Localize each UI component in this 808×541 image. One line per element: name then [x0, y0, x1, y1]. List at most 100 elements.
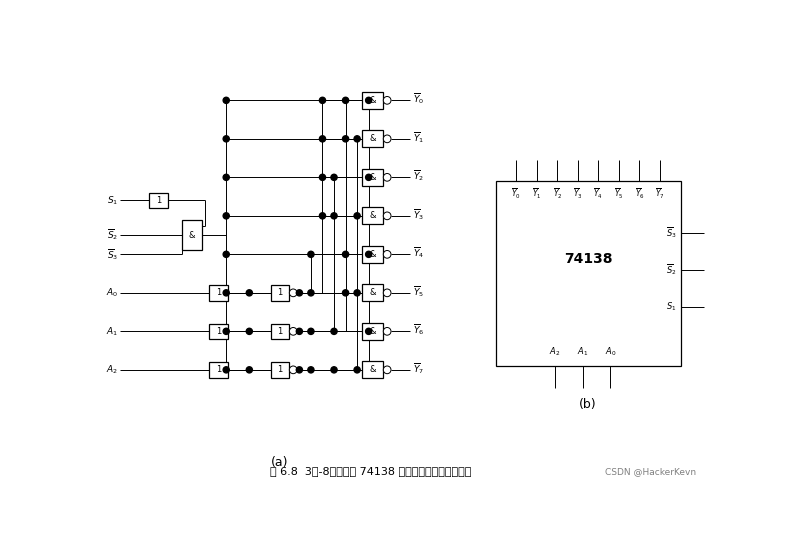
Text: 1: 1: [277, 327, 283, 336]
Text: $A_2$: $A_2$: [549, 346, 561, 358]
Bar: [362, 323, 383, 340]
Circle shape: [223, 213, 229, 219]
Bar: [149, 193, 168, 208]
Bar: [362, 361, 383, 378]
Text: $\overline{Y}_4$: $\overline{Y}_4$: [413, 246, 423, 260]
Text: $A_1$: $A_1$: [107, 325, 119, 338]
Circle shape: [308, 367, 314, 373]
Text: $S_1$: $S_1$: [667, 301, 676, 313]
Text: (b): (b): [579, 398, 597, 411]
Text: $\overline{S}_2$: $\overline{S}_2$: [666, 262, 676, 277]
Text: (a): (a): [271, 456, 289, 469]
Circle shape: [365, 97, 372, 103]
Text: &: &: [369, 288, 376, 298]
Bar: [209, 362, 228, 378]
Text: $\overline{Y}_3$: $\overline{Y}_3$: [413, 207, 423, 222]
Circle shape: [354, 213, 360, 219]
Text: $S_1$: $S_1$: [107, 194, 119, 207]
Circle shape: [383, 366, 391, 374]
Circle shape: [289, 327, 297, 335]
Text: $\overline{Y}_1$: $\overline{Y}_1$: [413, 130, 423, 144]
Bar: [362, 169, 383, 186]
Circle shape: [383, 250, 391, 258]
Circle shape: [297, 367, 302, 373]
Circle shape: [383, 289, 391, 296]
Circle shape: [223, 136, 229, 142]
Circle shape: [246, 328, 252, 334]
Bar: [271, 285, 289, 301]
Circle shape: [331, 213, 337, 219]
Text: $\overline{Y}_6$: $\overline{Y}_6$: [634, 187, 645, 201]
Circle shape: [365, 251, 372, 258]
Circle shape: [319, 97, 326, 103]
Bar: [362, 92, 383, 109]
Circle shape: [331, 328, 337, 334]
Text: &: &: [369, 250, 376, 259]
Circle shape: [365, 174, 372, 180]
Bar: [496, 181, 680, 366]
Text: &: &: [188, 230, 195, 240]
Circle shape: [246, 290, 252, 296]
Text: $\overline{S}_3$: $\overline{S}_3$: [107, 247, 119, 262]
Bar: [362, 285, 383, 301]
Text: $\overline{Y}_6$: $\overline{Y}_6$: [413, 322, 424, 337]
Text: $\overline{Y}_3$: $\overline{Y}_3$: [573, 187, 583, 201]
Text: $\overline{Y}_7$: $\overline{Y}_7$: [655, 187, 665, 201]
Circle shape: [331, 367, 337, 373]
Text: &: &: [369, 365, 376, 374]
Text: 图 6.8  3线-8线译码器 74138 的逻辑电路图和逻辑符号: 图 6.8 3线-8线译码器 74138 的逻辑电路图和逻辑符号: [270, 466, 471, 477]
Circle shape: [383, 135, 391, 143]
Circle shape: [383, 327, 391, 335]
Bar: [271, 324, 289, 339]
Text: $A_0$: $A_0$: [106, 287, 119, 299]
Text: &: &: [369, 96, 376, 105]
Circle shape: [223, 290, 229, 296]
Text: 1: 1: [216, 365, 221, 374]
Circle shape: [308, 290, 314, 296]
Text: 1: 1: [156, 196, 161, 205]
Bar: [209, 285, 228, 301]
Circle shape: [289, 366, 297, 374]
Circle shape: [319, 174, 326, 180]
Bar: [362, 246, 383, 263]
Text: &: &: [369, 173, 376, 182]
Circle shape: [246, 367, 252, 373]
Circle shape: [343, 97, 348, 103]
Circle shape: [223, 97, 229, 103]
Text: $A_0$: $A_0$: [604, 346, 616, 358]
Text: 1: 1: [277, 365, 283, 374]
Text: 1: 1: [216, 288, 221, 298]
Circle shape: [223, 367, 229, 373]
Circle shape: [354, 136, 360, 142]
Bar: [362, 130, 383, 147]
Circle shape: [223, 174, 229, 180]
Text: $\overline{Y}_7$: $\overline{Y}_7$: [413, 361, 423, 375]
Text: 74138: 74138: [564, 252, 612, 266]
Circle shape: [343, 251, 348, 258]
Bar: [182, 220, 201, 250]
Circle shape: [223, 328, 229, 334]
Bar: [271, 362, 289, 378]
Text: $\overline{Y}_5$: $\overline{Y}_5$: [413, 284, 423, 299]
Circle shape: [308, 328, 314, 334]
Circle shape: [354, 290, 360, 296]
Text: $\overline{Y}_2$: $\overline{Y}_2$: [413, 168, 423, 183]
Circle shape: [297, 290, 302, 296]
Circle shape: [223, 251, 229, 258]
Text: $\overline{Y}_5$: $\overline{Y}_5$: [614, 187, 624, 201]
Text: 1: 1: [216, 327, 221, 336]
Text: $A_1$: $A_1$: [577, 346, 588, 358]
Circle shape: [289, 289, 297, 296]
Circle shape: [308, 251, 314, 258]
Circle shape: [297, 328, 302, 334]
Circle shape: [354, 367, 360, 373]
Circle shape: [331, 174, 337, 180]
Circle shape: [343, 290, 348, 296]
Text: $\overline{Y}_0$: $\overline{Y}_0$: [511, 187, 521, 201]
Text: $\overline{Y}_0$: $\overline{Y}_0$: [413, 91, 423, 106]
Text: $\overline{S}_3$: $\overline{S}_3$: [666, 226, 676, 240]
Circle shape: [383, 174, 391, 181]
Bar: [209, 324, 228, 339]
Text: 1: 1: [277, 288, 283, 298]
Text: $\overline{Y}_2$: $\overline{Y}_2$: [553, 187, 562, 201]
